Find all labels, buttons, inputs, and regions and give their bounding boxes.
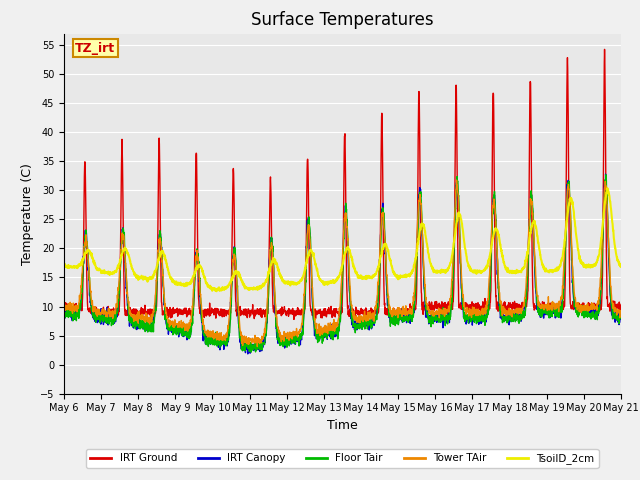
- IRT Canopy: [60, 311, 68, 316]
- IRT Ground: [601, 47, 609, 52]
- Tower TAir: [452, 177, 460, 183]
- Legend: IRT Ground, IRT Canopy, Floor Tair, Tower TAir, TsoilD_2cm: IRT Ground, IRT Canopy, Floor Tair, Towe…: [86, 449, 598, 468]
- Line: Tower TAir: Tower TAir: [64, 180, 640, 347]
- Tower TAir: [248, 337, 255, 343]
- Line: TsoilD_2cm: TsoilD_2cm: [64, 188, 640, 291]
- Tower TAir: [253, 344, 261, 349]
- Title: Surface Temperatures: Surface Temperatures: [251, 11, 434, 29]
- IRT Ground: [573, 305, 581, 311]
- Floor Tair: [540, 310, 548, 316]
- IRT Ground: [60, 300, 68, 306]
- TsoilD_2cm: [120, 248, 127, 254]
- TsoilD_2cm: [212, 288, 220, 294]
- Text: TZ_irt: TZ_irt: [75, 42, 115, 55]
- IRT Ground: [248, 310, 255, 315]
- Line: Floor Tair: Floor Tair: [64, 175, 640, 352]
- Tower TAir: [540, 305, 548, 311]
- IRT Ground: [290, 316, 298, 322]
- Tower TAir: [574, 305, 582, 311]
- Line: IRT Canopy: IRT Canopy: [64, 174, 640, 354]
- Floor Tair: [573, 307, 581, 312]
- Y-axis label: Temperature (C): Temperature (C): [21, 163, 35, 264]
- Floor Tair: [248, 347, 255, 352]
- IRT Ground: [120, 231, 127, 237]
- TsoilD_2cm: [573, 242, 581, 248]
- TsoilD_2cm: [60, 263, 68, 268]
- Floor Tair: [602, 172, 610, 178]
- X-axis label: Time: Time: [327, 419, 358, 432]
- IRT Canopy: [120, 229, 127, 235]
- Floor Tair: [397, 312, 404, 318]
- Floor Tair: [120, 225, 127, 231]
- IRT Ground: [397, 306, 404, 312]
- IRT Canopy: [540, 310, 548, 316]
- TsoilD_2cm: [248, 285, 255, 291]
- IRT Ground: [540, 300, 548, 305]
- IRT Canopy: [397, 309, 404, 314]
- Floor Tair: [60, 304, 68, 310]
- TsoilD_2cm: [397, 274, 404, 279]
- IRT Canopy: [602, 171, 609, 177]
- Tower TAir: [60, 303, 68, 309]
- TsoilD_2cm: [604, 185, 611, 191]
- TsoilD_2cm: [540, 266, 548, 272]
- Floor Tair: [247, 349, 255, 355]
- IRT Canopy: [573, 307, 581, 313]
- IRT Canopy: [248, 345, 255, 350]
- Line: IRT Ground: IRT Ground: [64, 49, 640, 319]
- IRT Canopy: [244, 351, 252, 357]
- Tower TAir: [120, 236, 127, 241]
- Tower TAir: [397, 308, 404, 314]
